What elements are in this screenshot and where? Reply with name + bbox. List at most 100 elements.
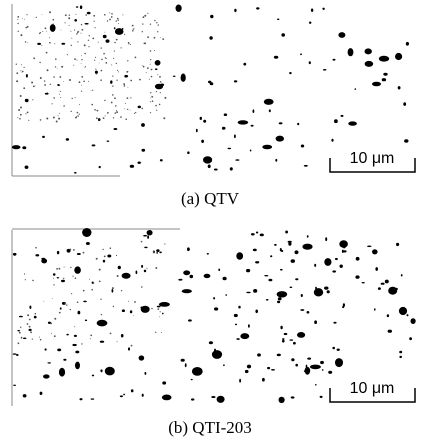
fine-particle	[52, 18, 55, 21]
particle	[73, 172, 77, 174]
fine-particle	[113, 50, 115, 52]
fine-particle	[56, 67, 58, 69]
particle	[355, 256, 360, 261]
fine-particle	[127, 87, 129, 88]
fine-particle	[157, 308, 160, 310]
particle	[290, 259, 295, 263]
particle	[191, 398, 195, 401]
fine-particle	[149, 63, 151, 65]
particle	[276, 291, 288, 298]
particle	[262, 144, 273, 150]
fine-particle	[150, 59, 152, 61]
fine-particle	[63, 105, 65, 107]
fine-particle	[22, 70, 24, 73]
fine-particle	[53, 97, 55, 99]
particle	[114, 28, 124, 35]
fine-particle	[24, 18, 25, 20]
particle	[340, 114, 344, 117]
fine-particle	[104, 31, 106, 33]
particle	[364, 48, 372, 55]
fine-particle	[151, 100, 154, 102]
particle	[159, 159, 163, 162]
particle	[290, 396, 295, 399]
particle	[56, 277, 60, 279]
fine-particle	[71, 97, 73, 100]
fine-particle	[155, 267, 158, 269]
scale-bar	[329, 388, 416, 403]
fine-particle	[154, 50, 156, 51]
fine-particle	[103, 52, 105, 55]
fine-particle	[39, 119, 42, 121]
particle	[172, 75, 176, 78]
fine-particle	[18, 109, 21, 111]
particle	[289, 71, 292, 75]
particle	[309, 364, 321, 370]
particle	[240, 333, 250, 340]
particle	[246, 268, 251, 273]
fine-particle	[80, 32, 82, 34]
fine-particle	[66, 304, 68, 306]
particle	[208, 80, 212, 84]
fine-particle	[95, 257, 98, 260]
fine-particle	[61, 65, 64, 68]
particle	[321, 369, 324, 371]
particle	[66, 333, 69, 336]
fine-particle	[109, 18, 111, 21]
particle	[343, 250, 347, 253]
particle	[275, 135, 284, 142]
fine-particle	[78, 113, 80, 115]
fine-particle	[59, 76, 62, 78]
particle	[184, 363, 187, 368]
particle	[278, 396, 285, 404]
fine-particle	[107, 112, 109, 114]
particle	[279, 248, 282, 252]
particle	[75, 6, 79, 8]
fine-particle	[64, 22, 66, 24]
particle	[372, 81, 381, 87]
particle	[106, 140, 110, 142]
particle	[277, 297, 282, 301]
particle	[121, 309, 125, 313]
particle	[279, 268, 283, 271]
particle	[209, 36, 213, 40]
fine-particle	[106, 57, 108, 59]
particle	[94, 70, 98, 74]
fine-particle	[153, 36, 156, 39]
scale-label: 10 μm	[350, 150, 395, 167]
panel-edge	[11, 228, 180, 406]
particle	[137, 161, 141, 164]
fine-particle	[97, 41, 99, 43]
particle	[278, 122, 283, 125]
fine-particle	[44, 27, 47, 30]
particle	[295, 278, 299, 281]
fine-particle	[114, 112, 117, 114]
particle	[102, 34, 107, 39]
fine-particle	[156, 22, 158, 24]
fine-particle	[92, 37, 95, 40]
fine-particle	[159, 316, 160, 318]
particle	[158, 302, 170, 307]
particle	[211, 350, 223, 359]
particle	[120, 334, 124, 338]
particle	[159, 251, 162, 254]
fine-particle	[115, 110, 118, 112]
fine-particle	[20, 106, 22, 109]
particle	[105, 39, 110, 43]
fine-particle	[66, 54, 68, 56]
fine-particle	[35, 16, 37, 18]
fine-particle	[94, 59, 96, 61]
fine-particle	[55, 58, 57, 60]
fine-particle	[53, 76, 55, 78]
particle	[282, 338, 285, 340]
particle	[144, 246, 148, 249]
particle	[119, 395, 123, 398]
particle	[277, 18, 280, 21]
fine-particle	[98, 62, 100, 64]
particle	[147, 235, 150, 239]
fine-particle	[117, 71, 119, 73]
fine-particle	[115, 62, 118, 65]
fine-particle	[131, 24, 134, 27]
particle	[183, 270, 191, 276]
fine-particle	[100, 79, 102, 81]
fine-particle	[49, 41, 51, 44]
